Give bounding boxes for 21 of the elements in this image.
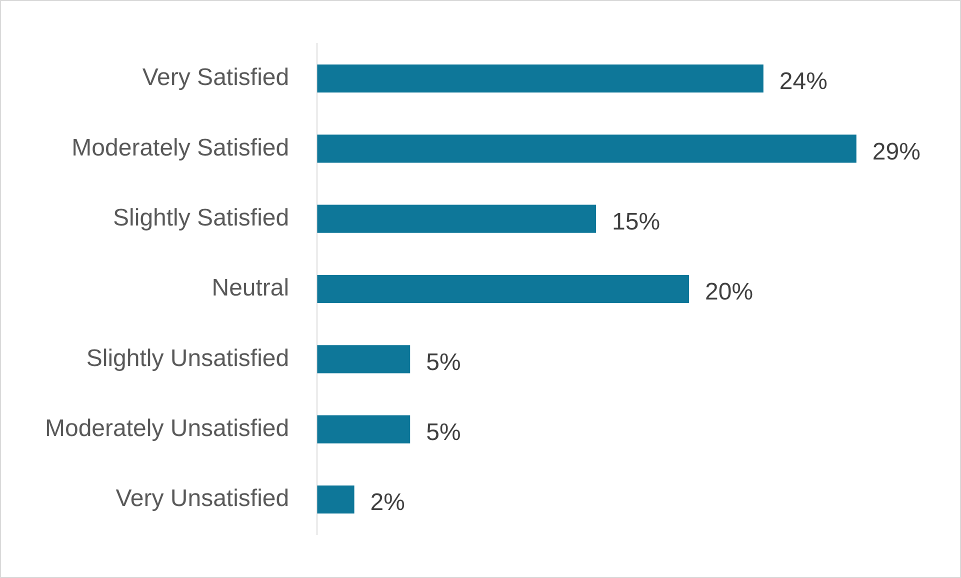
y-tick-label: Very Unsatisfied bbox=[116, 485, 290, 512]
bar bbox=[317, 204, 596, 233]
bar bbox=[317, 274, 690, 304]
y-tick-label: Very Satisfied bbox=[142, 64, 290, 92]
y-tick-label: Slightly Satisfied bbox=[113, 204, 290, 232]
y-tick-label: Moderately Satisfied bbox=[72, 134, 290, 162]
data-label: 5% bbox=[426, 348, 461, 376]
y-tick-label: Moderately Unsatisfied bbox=[44, 414, 290, 442]
bar bbox=[317, 64, 764, 93]
data-label: 29% bbox=[872, 138, 920, 166]
bar bbox=[317, 415, 410, 444]
data-label: 24% bbox=[779, 68, 828, 96]
data-label: 15% bbox=[612, 208, 660, 236]
data-label: 2% bbox=[370, 489, 405, 516]
data-label: 20% bbox=[705, 278, 754, 306]
bar bbox=[317, 134, 856, 163]
y-tick-label: Slightly Unsatisfied bbox=[86, 344, 290, 372]
bar bbox=[317, 485, 354, 514]
y-tick-label: Neutral bbox=[212, 274, 290, 302]
data-label: 5% bbox=[426, 418, 461, 446]
bar bbox=[317, 345, 410, 374]
